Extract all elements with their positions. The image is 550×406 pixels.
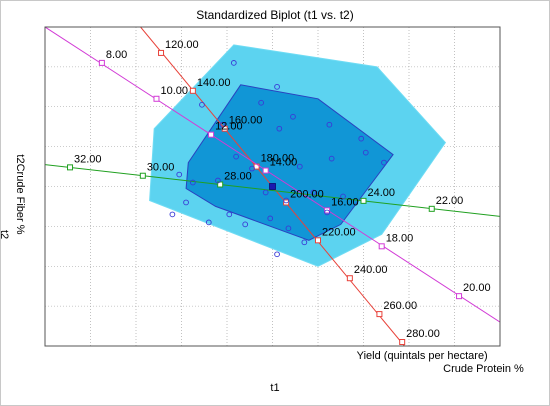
variable-axis-tick-marker xyxy=(346,275,353,282)
y-axis-title: t2 xyxy=(0,230,10,240)
axis-name-label: t2Crude Fiber % xyxy=(14,154,26,234)
data-point xyxy=(276,125,283,132)
data-point xyxy=(362,149,369,156)
variable-axis-line xyxy=(45,164,500,217)
data-point xyxy=(226,211,233,218)
variable-axis-tick-label: 18.00 xyxy=(386,232,414,244)
inner-hull xyxy=(185,84,394,241)
data-point xyxy=(205,219,212,226)
data-point xyxy=(233,153,239,160)
data-point xyxy=(301,239,308,246)
variable-axis-tick-label: 240.00 xyxy=(354,264,388,276)
variable-axis-tick-label: 140.00 xyxy=(197,77,231,89)
variable-axis-tick-label: 260.00 xyxy=(383,300,417,312)
data-point xyxy=(242,221,249,228)
hulls xyxy=(149,44,447,267)
data-point xyxy=(283,197,290,204)
labels: 120.00 140.00 160.00 180.00 200.00 220.00 240.… xyxy=(14,39,524,375)
data-point xyxy=(340,193,346,200)
variable-axis-tick-label: 20.00 xyxy=(463,282,491,294)
data-point xyxy=(296,163,303,170)
variable-axis-line xyxy=(45,27,500,323)
data-point xyxy=(258,99,264,106)
variable-axis-tick-marker xyxy=(360,197,367,204)
variable-axis-tick-marker xyxy=(399,339,406,346)
variable-axis-tick-label: 280.00 xyxy=(406,328,440,340)
variable-axis-tick-marker xyxy=(208,131,215,138)
data-point xyxy=(267,215,274,222)
variable-axis-tick-marker xyxy=(153,95,160,102)
axis-name-label: Crude Protein % xyxy=(443,363,524,375)
variable-axis-tick-label: 30.00 xyxy=(147,162,175,174)
data-point xyxy=(326,121,333,128)
data-point xyxy=(215,177,221,184)
variable-axis-tick-marker xyxy=(456,293,463,300)
variable-axis-tick-marker xyxy=(428,205,435,212)
variable-axis-tick-label: 28.00 xyxy=(224,171,252,183)
data-point xyxy=(310,189,317,196)
data-point xyxy=(262,189,269,196)
variable-axis-tick-marker xyxy=(376,311,383,318)
chart-title: Standardized Biplot (t1 vs. t2) xyxy=(196,8,354,22)
data-point xyxy=(274,251,280,258)
variable-axis-tick-marker xyxy=(139,172,146,179)
variable-axis-tick-label: 32.00 xyxy=(74,153,102,165)
axis-name-label: Yield (quintals per hectare) xyxy=(357,350,488,362)
points xyxy=(169,60,387,258)
variable-axis-tick-label: 8.00 xyxy=(106,49,127,61)
data-point xyxy=(183,199,189,206)
variable-axis-tick-label: 16.00 xyxy=(331,196,359,208)
data-point xyxy=(249,165,255,172)
data-point xyxy=(190,179,196,186)
variable-axis-tick-marker xyxy=(67,164,74,171)
plot-area-border xyxy=(44,26,501,347)
variable-axis-tick-label: 220.00 xyxy=(322,226,356,238)
variable-axis-tick-marker xyxy=(158,49,165,56)
center-point-marker xyxy=(269,183,276,190)
x-axis-title: t1 xyxy=(270,382,280,394)
data-point xyxy=(219,121,226,128)
variable-axis-tick-label: 24.00 xyxy=(368,187,396,199)
variable-axis-tick-marker xyxy=(189,87,196,94)
variable-axis-tick-marker xyxy=(262,167,269,174)
data-point xyxy=(290,113,296,120)
variable-axis-tick-label: 12.00 xyxy=(215,121,243,133)
variable-axis-tick-marker xyxy=(378,243,385,250)
data-point xyxy=(285,225,292,232)
data-point xyxy=(328,155,335,162)
data-point xyxy=(199,101,205,108)
data-point xyxy=(358,135,365,142)
variable-axis-tick-label: 200.00 xyxy=(290,188,324,200)
data-point xyxy=(381,159,387,166)
variable-axes xyxy=(45,27,500,346)
variable-axis-tick-label: 22.00 xyxy=(436,195,464,207)
variable-axis-tick-label: 180.00 xyxy=(261,153,295,165)
data-point xyxy=(274,83,280,90)
variable-axis-tick-label: 14.00 xyxy=(270,157,298,169)
data-point xyxy=(169,211,176,218)
variable-axis-tick-marker xyxy=(315,237,321,244)
data-point xyxy=(230,60,237,66)
variable-axis-tick-label: 160.00 xyxy=(229,115,263,127)
variable-axis-tick-label: 10.00 xyxy=(160,85,188,97)
variable-axis-tick-label: 120.00 xyxy=(165,39,199,51)
data-point xyxy=(176,171,183,178)
variable-axis-tick-marker xyxy=(98,59,105,66)
data-point xyxy=(324,209,330,216)
